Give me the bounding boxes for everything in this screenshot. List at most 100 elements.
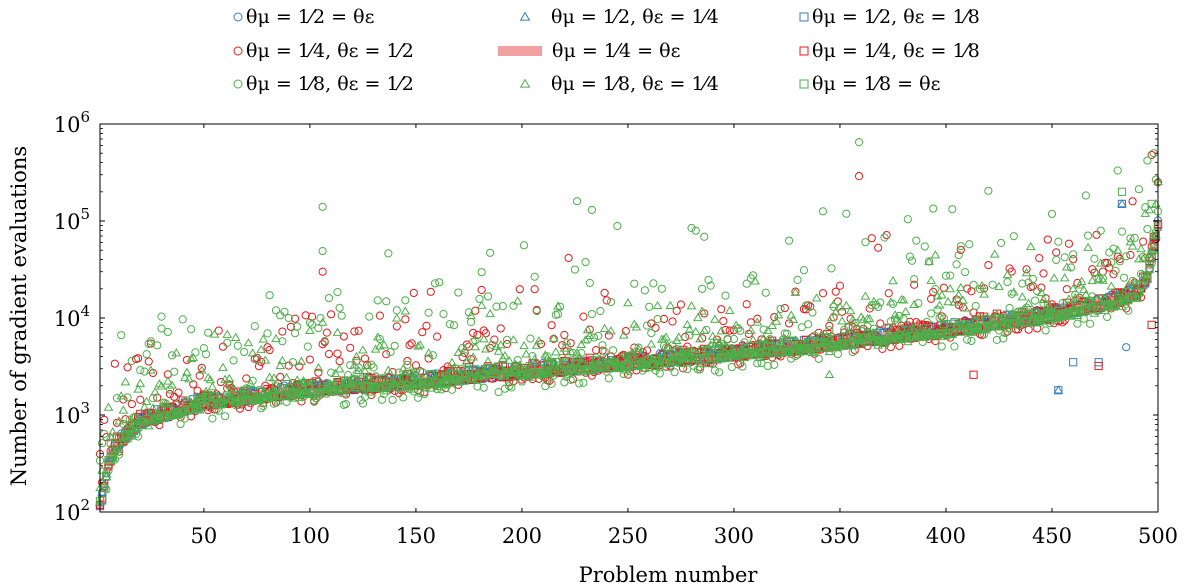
y-tick-label: 102 (54, 496, 90, 525)
data-point (1028, 274, 1038, 284)
data-point (957, 329, 965, 333)
data-point (1147, 259, 1156, 268)
data-point (431, 381, 439, 385)
data-point (543, 361, 552, 370)
data-point (106, 456, 115, 465)
data-point (365, 383, 374, 392)
data-point (842, 209, 851, 218)
data-point (413, 393, 423, 402)
data-point (793, 340, 802, 349)
data-point (745, 351, 752, 355)
data-point (684, 324, 695, 334)
data-point (447, 385, 457, 394)
data-point (780, 303, 789, 313)
data-point (146, 337, 155, 346)
data-point (965, 325, 974, 335)
data-point (521, 349, 532, 358)
data-point (771, 316, 782, 325)
data-point (753, 314, 762, 323)
data-point (153, 341, 162, 350)
data-point (360, 381, 370, 390)
data-point (842, 332, 851, 341)
data-point (479, 383, 488, 392)
legend: θμ = 1⁄2 = θε θμ = 1⁄2, θε = 1⁄4 θμ = 1⁄2,… (233, 6, 980, 95)
data-point (369, 383, 378, 393)
data-point (934, 300, 945, 309)
data-point (1130, 233, 1139, 242)
data-point (1065, 312, 1073, 316)
data-point (673, 332, 684, 341)
data-point (693, 312, 703, 322)
data-point (837, 316, 847, 325)
data-point (350, 327, 359, 336)
data-point (621, 326, 630, 336)
data-point (290, 329, 300, 338)
data-point (320, 337, 329, 346)
data-point (1036, 287, 1047, 297)
data-point (989, 249, 1000, 258)
data-point (134, 424, 142, 428)
data-point (174, 388, 183, 397)
data-point (1110, 296, 1117, 300)
data-point (1134, 288, 1144, 297)
data-point (1035, 254, 1044, 263)
data-point (229, 356, 238, 365)
data-point (477, 268, 486, 277)
data-point (469, 377, 477, 381)
data-point (218, 342, 228, 351)
data-point (935, 329, 944, 338)
data-point (252, 394, 262, 403)
data-point (1111, 266, 1120, 275)
data-point (899, 334, 908, 343)
data-point (127, 399, 136, 409)
data-point (297, 388, 306, 397)
data-point (551, 365, 560, 374)
data-point (869, 296, 879, 305)
data-point (825, 321, 834, 330)
data-point-outlier (587, 205, 596, 215)
data-point (725, 344, 734, 353)
data-point (144, 408, 153, 417)
data-point (876, 319, 885, 328)
data-point (454, 288, 463, 297)
data-point (706, 281, 715, 290)
data-point (1115, 257, 1124, 266)
data-point (1127, 241, 1138, 250)
data-point (413, 379, 423, 388)
data-point (179, 372, 190, 381)
data-point (976, 321, 984, 324)
data-point (1018, 307, 1027, 317)
data-point (576, 339, 587, 349)
data-point (189, 380, 198, 389)
data-point-outlier (1147, 199, 1156, 209)
data-point (833, 340, 842, 350)
data-point (844, 341, 853, 350)
data-point (1103, 312, 1112, 322)
data-point (269, 373, 279, 382)
data-point (348, 376, 357, 385)
data-point (1072, 311, 1079, 315)
data-point (749, 346, 757, 350)
data-point (560, 358, 569, 367)
data-point (922, 317, 931, 327)
data-point (479, 326, 488, 335)
data-point (248, 376, 257, 385)
data-point (1131, 293, 1142, 302)
data-point (975, 312, 985, 321)
legend-label: θμ = 1⁄8, θε = 1⁄2 (246, 73, 414, 95)
data-point (161, 412, 170, 421)
data-point (1086, 296, 1095, 306)
data-point (956, 327, 965, 336)
data-point (746, 348, 756, 357)
data-point (665, 300, 676, 309)
data-point (153, 405, 162, 414)
data-point (496, 366, 505, 375)
data-point (954, 250, 963, 260)
data-point (878, 336, 887, 345)
legend-circle-marker (233, 46, 243, 56)
data-point (277, 355, 288, 364)
data-point (335, 357, 344, 366)
data-point (237, 396, 247, 405)
data-point (471, 306, 480, 315)
data-point (332, 382, 339, 385)
